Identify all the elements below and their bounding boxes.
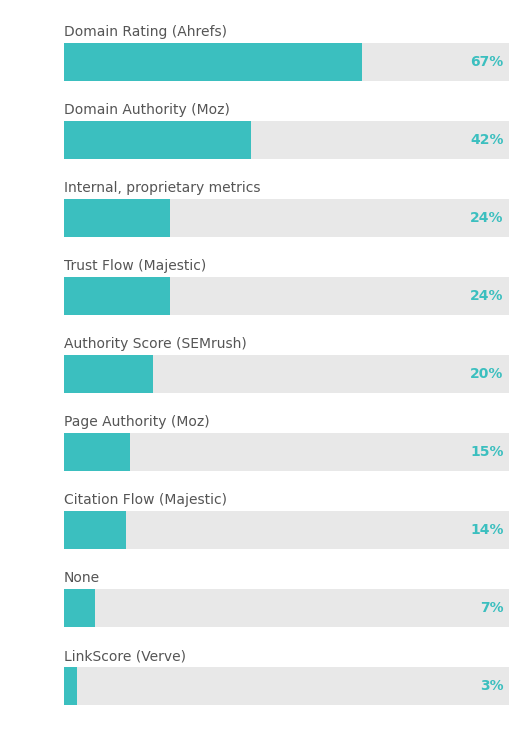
Bar (64, 356, 153, 393)
Text: Citation Flow (Majestic): Citation Flow (Majestic) (64, 494, 227, 508)
Bar (64, 356, 509, 393)
Bar (64, 667, 509, 706)
Bar (64, 511, 126, 549)
Text: Trust Flow (Majestic): Trust Flow (Majestic) (64, 259, 206, 273)
Text: 14%: 14% (470, 523, 504, 537)
Text: Domain Authority (Moz): Domain Authority (Moz) (64, 103, 229, 117)
Text: 67%: 67% (470, 55, 504, 69)
Bar (64, 667, 77, 706)
Bar (64, 199, 509, 238)
Bar (64, 44, 509, 81)
Bar (64, 433, 509, 472)
Text: None: None (64, 571, 100, 585)
Text: Internal, proprietary metrics: Internal, proprietary metrics (64, 182, 260, 196)
Bar (64, 121, 251, 159)
Bar (64, 590, 95, 627)
Bar (64, 433, 130, 472)
Text: 24%: 24% (470, 289, 504, 303)
Text: 7%: 7% (480, 601, 504, 615)
Text: Page Authority (Moz): Page Authority (Moz) (64, 415, 209, 430)
Text: 3%: 3% (480, 680, 504, 694)
Bar (64, 590, 509, 627)
Bar (64, 44, 362, 81)
Bar (64, 511, 509, 549)
Bar (64, 277, 509, 315)
Bar (64, 277, 171, 315)
Text: LinkScore (Verve): LinkScore (Verve) (64, 649, 186, 663)
Text: 24%: 24% (470, 211, 504, 225)
Text: Authority Score (SEMrush): Authority Score (SEMrush) (64, 337, 246, 351)
Bar (64, 121, 509, 159)
Text: 20%: 20% (470, 368, 504, 382)
Text: 15%: 15% (470, 446, 504, 459)
Bar (64, 199, 171, 238)
Text: 42%: 42% (470, 134, 504, 148)
Text: Domain Rating (Ahrefs): Domain Rating (Ahrefs) (64, 25, 227, 39)
